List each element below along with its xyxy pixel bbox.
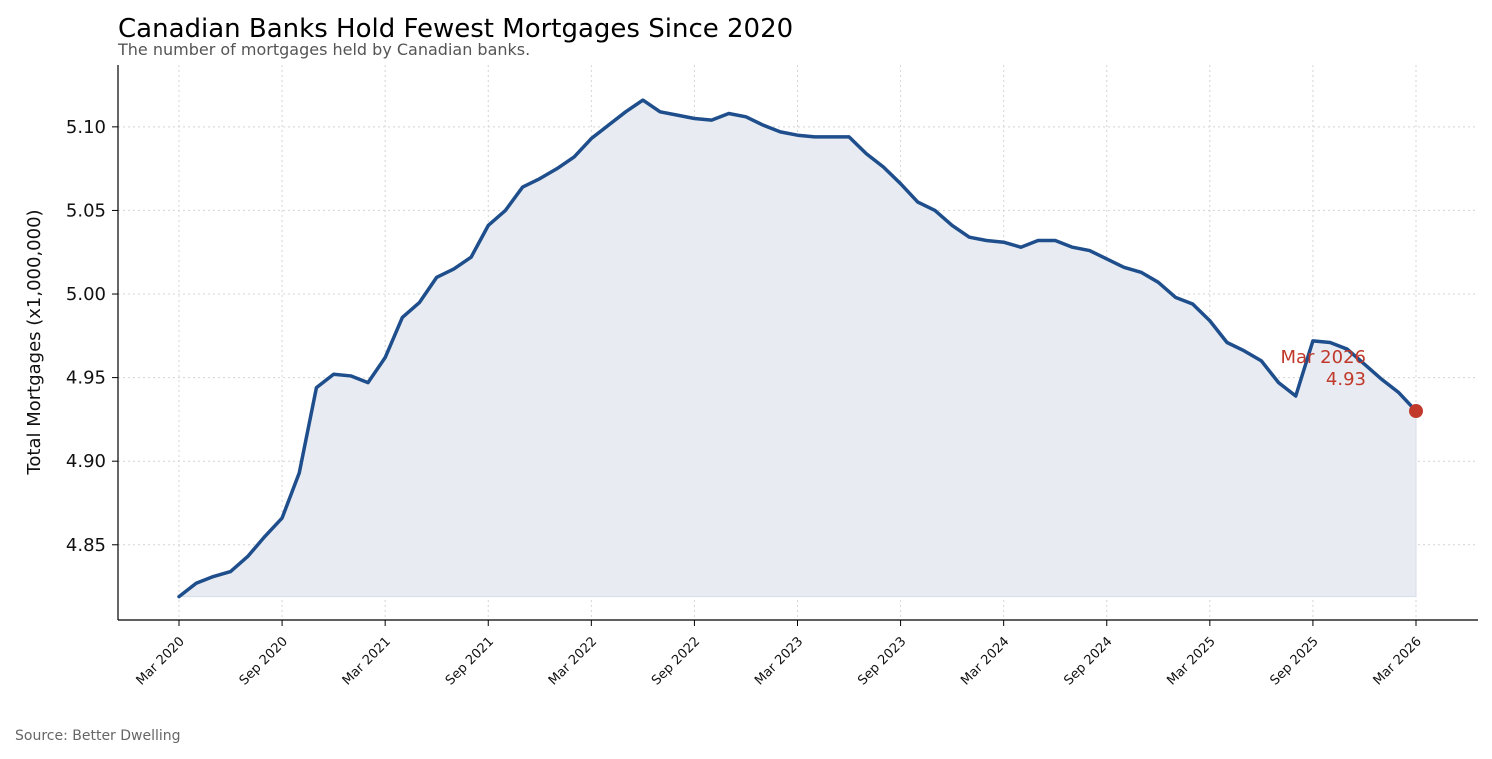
x-tick-label: Mar 2022 [546, 634, 600, 688]
x-tick-label: Sep 2022 [649, 634, 703, 688]
x-tick-label: Mar 2023 [752, 634, 806, 688]
chart-subtitle: The number of mortgages held by Canadian… [117, 40, 530, 59]
y-tick-label: 5.05 [66, 200, 106, 221]
series-line [177, 98, 1418, 599]
last-point-annotation: Mar 2026 4.93 [1281, 347, 1423, 419]
source-note: Source: Better Dwelling [15, 728, 181, 744]
x-tick-label: Sep 2025 [1267, 634, 1321, 688]
y-tick-label: 4.90 [66, 451, 106, 472]
annotation-value-label: 4.93 [1326, 369, 1366, 390]
y-tick-label: 5.00 [66, 284, 106, 305]
area-fill [178, 99, 1417, 598]
x-tick-label: Sep 2024 [1061, 634, 1115, 688]
x-tick-label: Mar 2021 [340, 634, 394, 688]
x-tick-label: Sep 2021 [443, 634, 497, 688]
y-ticks: 4.85 4.90 4.95 5.00 5.05 5.10 [66, 117, 118, 556]
x-ticks: Mar 2020 Sep 2020 Mar 2021 Sep 2021 Mar 2022… [134, 620, 1425, 688]
y-tick-label: 4.85 [66, 535, 106, 556]
chart-title: Canadian Banks Hold Fewest Mortgages Sin… [118, 14, 793, 44]
series-line-layer [177, 98, 1418, 599]
x-tick-label: Mar 2024 [958, 634, 1012, 688]
annotation-date-label: Mar 2026 [1281, 347, 1367, 368]
x-tick-label: Mar 2020 [134, 634, 188, 688]
y-tick-label: 5.10 [66, 117, 106, 138]
x-tick-label: Mar 2025 [1164, 634, 1218, 688]
last-point-marker [1409, 404, 1423, 419]
area-fill-layer [178, 99, 1417, 598]
y-axis-label: Total Mortgages (x1,000,000) [24, 209, 45, 475]
x-tick-label: Sep 2023 [855, 634, 909, 688]
y-tick-label: 4.95 [66, 368, 106, 389]
x-tick-label: Sep 2020 [237, 634, 291, 688]
x-tick-label: Mar 2026 [1371, 634, 1425, 688]
